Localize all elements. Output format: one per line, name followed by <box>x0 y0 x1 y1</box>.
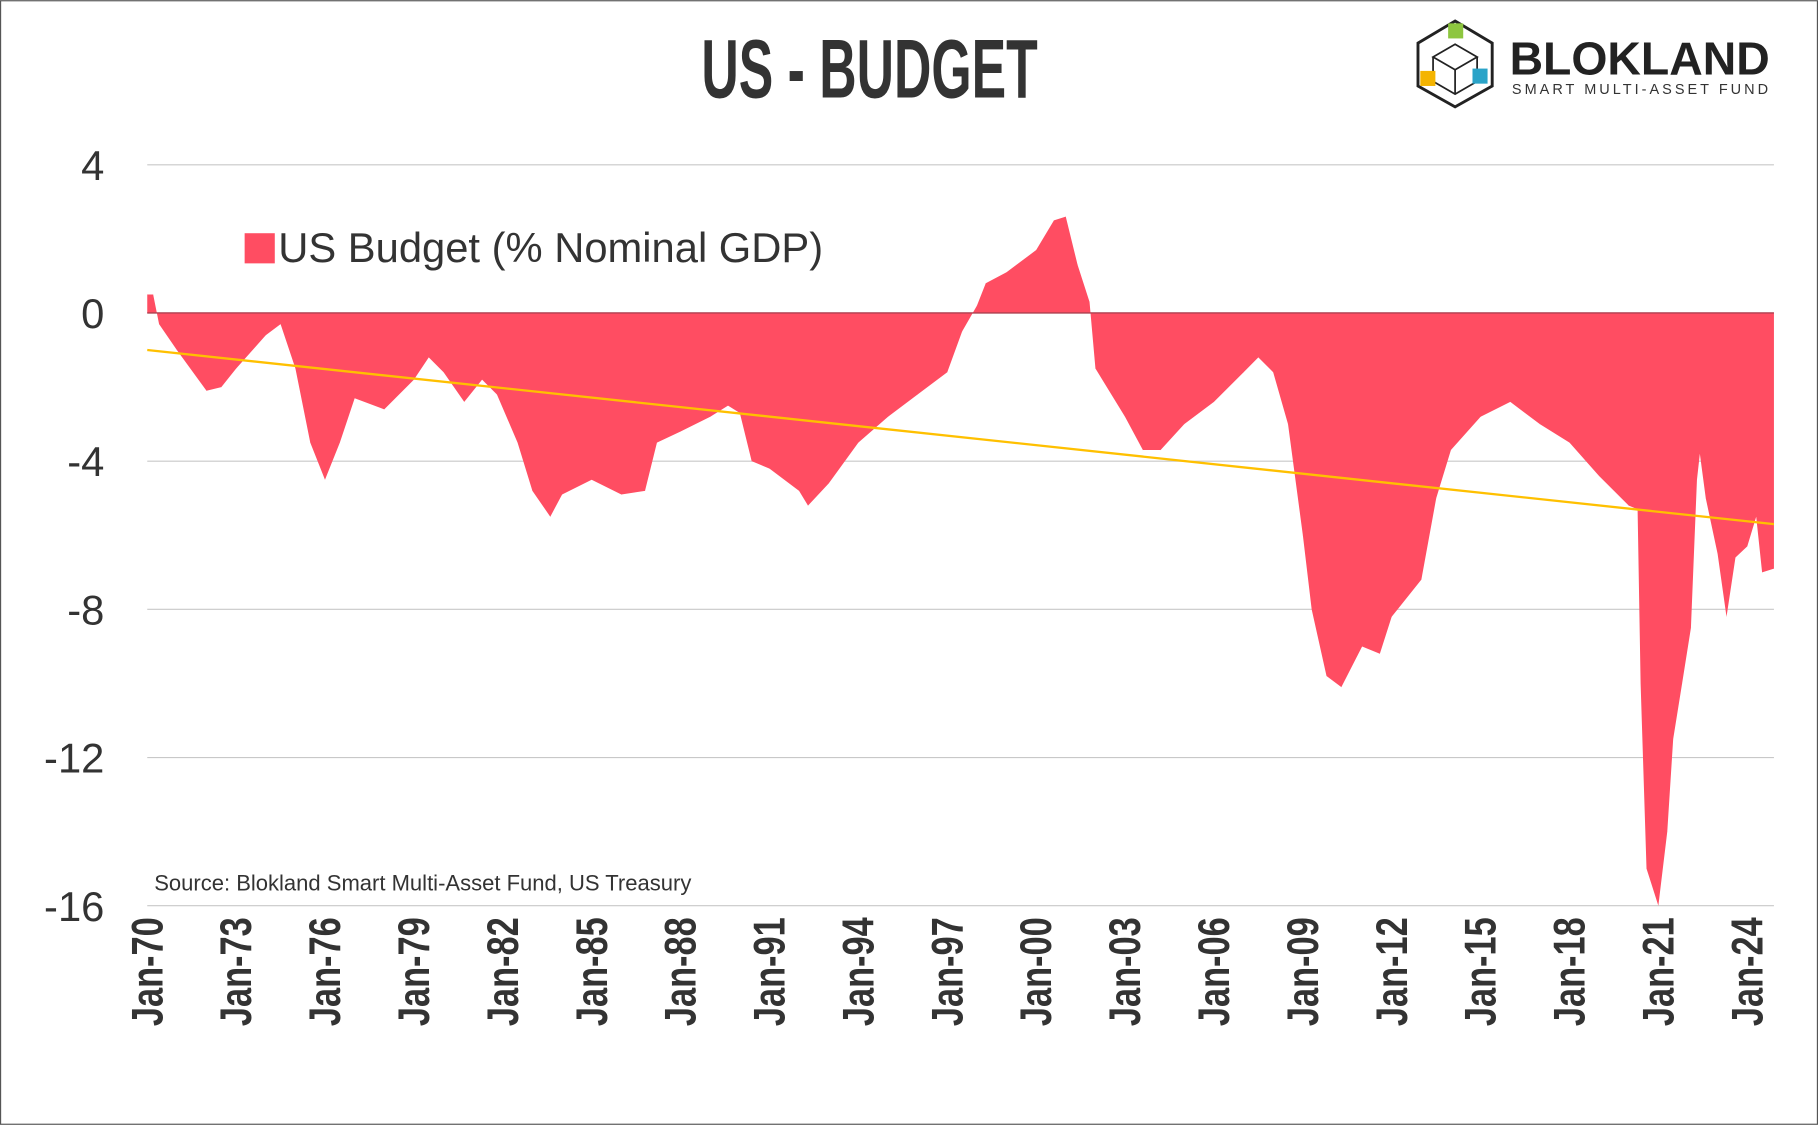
x-tick-label: Jan-82 <box>479 917 528 1026</box>
x-tick-label: Jan-09 <box>1279 917 1328 1026</box>
x-tick-label: Jan-18 <box>1546 917 1595 1026</box>
x-tick-label: Jan-85 <box>568 917 617 1026</box>
x-tick-label: Jan-12 <box>1368 917 1417 1026</box>
logo-blue-cube-icon <box>1472 68 1488 84</box>
logo-yellow-cube-icon <box>1420 70 1436 86</box>
x-tick-label: Jan-24 <box>1723 917 1772 1026</box>
y-tick-label: 4 <box>81 142 104 189</box>
budget-area <box>147 216 1774 906</box>
chart-title: US - BUDGET <box>701 22 1037 116</box>
blokland-logo: BLOKLAND SMART MULTI-ASSET FUND <box>1416 19 1771 109</box>
x-tick-label: Jan-76 <box>301 917 350 1026</box>
x-tick-label: Jan-15 <box>1457 917 1506 1026</box>
x-tick-label: Jan-06 <box>1190 917 1239 1026</box>
x-tick-label: Jan-88 <box>657 917 706 1026</box>
logo-green-cube-icon <box>1448 23 1464 39</box>
x-tick-label: Jan-21 <box>1634 917 1683 1026</box>
source-note: Source: Blokland Smart Multi-Asset Fund,… <box>154 871 691 896</box>
logo-name: BLOKLAND <box>1510 32 1770 84</box>
y-tick-label: -12 <box>44 735 104 782</box>
logo-tagline: SMART MULTI-ASSET FUND <box>1512 82 1771 98</box>
x-tick-label: Jan-79 <box>390 917 439 1026</box>
x-tick-label: Jan-73 <box>212 917 261 1026</box>
y-tick-label: -4 <box>67 438 104 485</box>
logo-hexagon-icon <box>1416 19 1494 109</box>
x-tick-label: Jan-00 <box>1012 917 1061 1026</box>
x-tick-label: Jan-97 <box>923 917 972 1026</box>
legend-swatch <box>244 233 275 264</box>
x-tick-label: Jan-91 <box>746 917 795 1026</box>
x-tick-label: Jan-70 <box>123 917 172 1026</box>
y-tick-label: -8 <box>67 586 104 633</box>
legend-label: US Budget (% Nominal GDP) <box>278 224 823 271</box>
trend-line <box>147 348 1775 526</box>
y-tick-label: -16 <box>44 883 104 930</box>
x-tick-label: Jan-94 <box>834 917 883 1026</box>
x-tick-label: Jan-03 <box>1101 917 1150 1026</box>
y-tick-label: 0 <box>81 290 104 337</box>
